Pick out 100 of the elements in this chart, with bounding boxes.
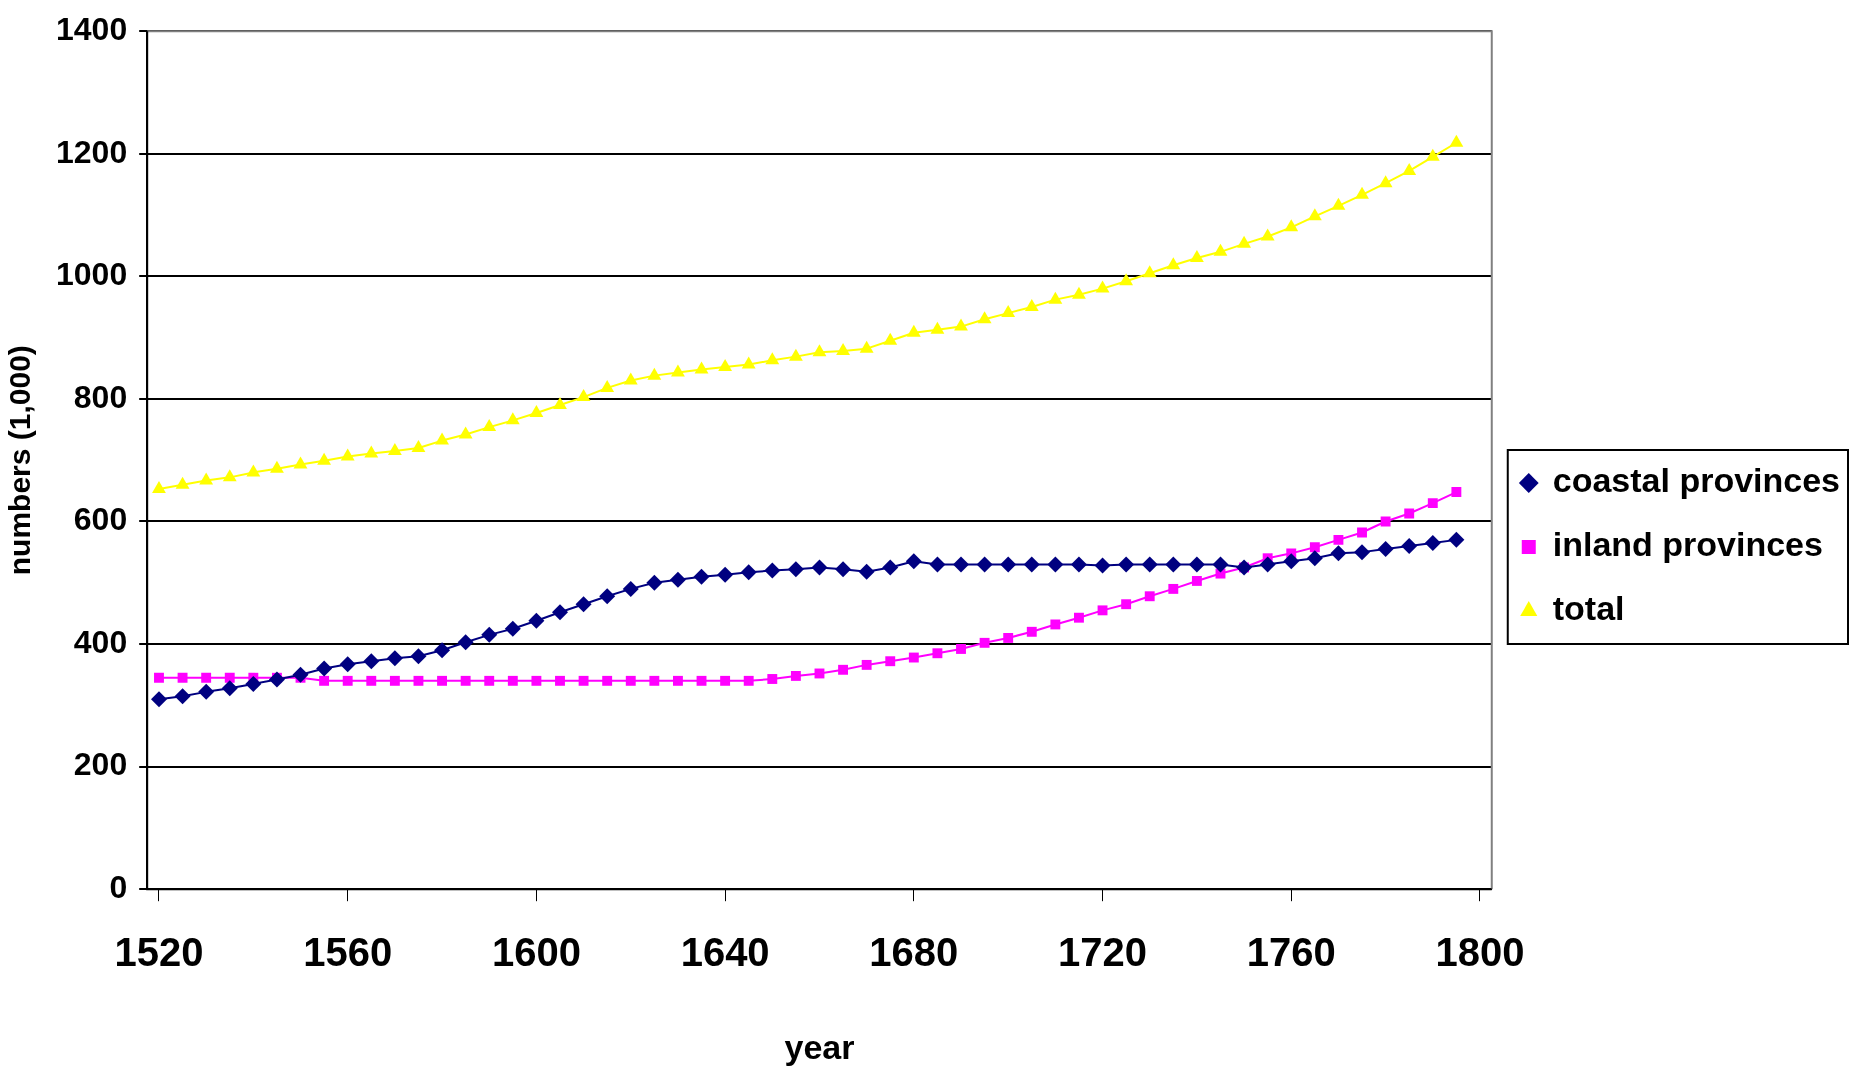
point [555, 675, 565, 686]
point [623, 372, 638, 385]
point [1401, 538, 1418, 554]
point [1074, 612, 1084, 623]
point [954, 318, 968, 331]
point [528, 612, 545, 629]
point [765, 352, 780, 365]
point [553, 397, 567, 410]
point [1095, 280, 1110, 293]
point [1023, 556, 1040, 573]
y-tick-label: 1200 [56, 133, 128, 170]
point [201, 672, 212, 683]
point [1307, 208, 1322, 221]
point [504, 620, 521, 637]
y-axis-title: numbers (1,000) [3, 345, 37, 576]
point [434, 642, 451, 659]
point [1070, 556, 1087, 573]
point [1003, 632, 1014, 643]
point [1331, 197, 1346, 210]
point [177, 672, 188, 683]
point [622, 580, 639, 597]
point [1097, 605, 1108, 616]
point [977, 311, 992, 324]
point [1424, 534, 1441, 551]
point [531, 675, 542, 686]
point [1001, 305, 1016, 318]
point [599, 588, 616, 605]
point [1026, 626, 1037, 637]
x-tick-label: 1680 [869, 930, 959, 975]
point [1402, 162, 1417, 175]
point [1048, 291, 1063, 304]
point [293, 456, 308, 469]
point [366, 675, 377, 686]
y-tick-label: 400 [73, 623, 128, 660]
point [1284, 219, 1299, 232]
y-tick-label: 1400 [56, 11, 128, 48]
point [647, 367, 662, 380]
point [861, 659, 872, 670]
point [671, 364, 685, 377]
x-tick-label: 1520 [114, 930, 204, 975]
x-tick-label: 1800 [1435, 930, 1525, 975]
point [1144, 591, 1155, 602]
point [224, 672, 235, 683]
point [1237, 235, 1251, 248]
point [787, 561, 804, 578]
point [767, 674, 778, 684]
point [836, 343, 850, 356]
point [1354, 544, 1371, 561]
point [1166, 257, 1181, 270]
point [1094, 557, 1111, 574]
x-tick-label: 1760 [1246, 930, 1336, 975]
point [1141, 556, 1158, 573]
point [788, 348, 803, 361]
point [529, 405, 544, 418]
y-tick-label: 1000 [56, 256, 128, 293]
point [1168, 583, 1179, 594]
point [363, 653, 380, 670]
y-tick-label: 0 [109, 869, 128, 906]
point [976, 556, 993, 573]
point [1357, 527, 1367, 538]
point [507, 675, 518, 686]
point [1427, 498, 1438, 509]
point [435, 432, 449, 445]
point [811, 559, 828, 576]
point [1449, 134, 1464, 147]
point [1378, 175, 1393, 188]
point [246, 464, 261, 477]
point [741, 356, 756, 369]
point [1330, 545, 1347, 562]
point [221, 680, 238, 697]
point [694, 361, 709, 374]
legend-label: inland provinces [1552, 525, 1823, 564]
point [1047, 556, 1064, 573]
x-tick-label: 1640 [680, 930, 770, 975]
point [885, 656, 896, 667]
point [672, 675, 683, 686]
point [696, 675, 707, 686]
point [1333, 534, 1344, 545]
point [600, 379, 615, 392]
point [460, 675, 471, 686]
point [340, 448, 355, 461]
point [905, 553, 922, 570]
point [953, 556, 970, 573]
point [838, 664, 849, 675]
point [720, 675, 731, 686]
point [1189, 249, 1204, 262]
point [625, 675, 636, 686]
point [319, 675, 330, 686]
x-tick-label: 1720 [1058, 930, 1148, 975]
x-tick-label: 1560 [303, 930, 393, 975]
point [930, 321, 945, 334]
point [270, 460, 284, 473]
point [552, 604, 568, 621]
point [386, 650, 403, 667]
point [649, 675, 660, 686]
point [858, 563, 875, 580]
point [342, 675, 353, 686]
point [764, 562, 781, 579]
point [457, 634, 474, 651]
point [1260, 228, 1275, 241]
